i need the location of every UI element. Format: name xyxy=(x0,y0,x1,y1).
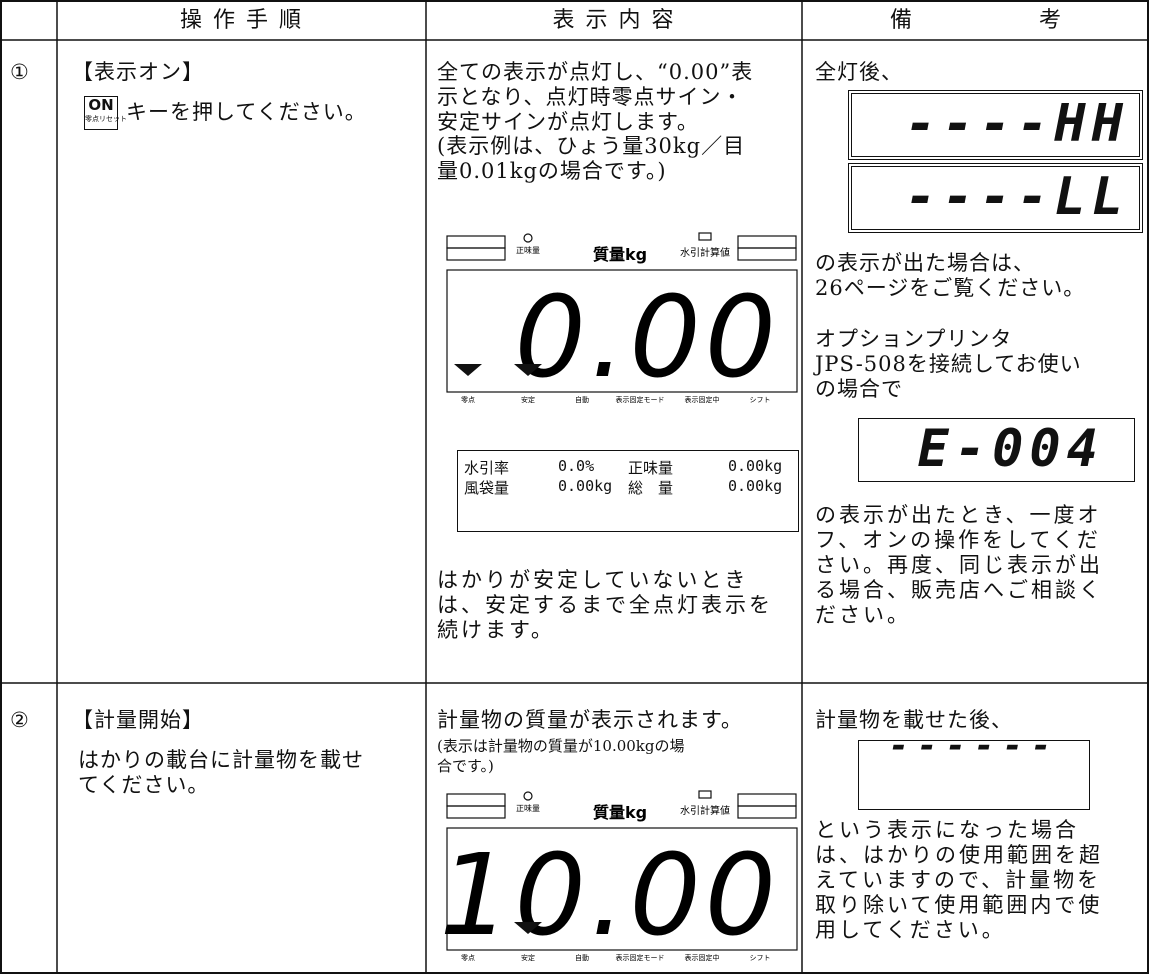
display-text: 示となり、点灯時零点サイン・ xyxy=(437,85,744,109)
remark-text: 用してください。 xyxy=(815,918,1006,942)
indicator xyxy=(523,791,533,801)
remark-text: る場合、販売店へご相談く xyxy=(815,578,1103,602)
display-note: (表示は計量物の質量が10.00kgの場 xyxy=(437,737,685,755)
remark-text: 取り除いて使用範囲内で使 xyxy=(815,893,1103,917)
indicator xyxy=(698,232,712,241)
remark-text: の表示が出たとき、一度オ xyxy=(815,503,1102,527)
step-number: ② xyxy=(10,708,30,732)
printout: 水引率 0.0% 正味量 0.00kg 風袋量 0.00kg 総 量 0.00kg xyxy=(457,450,799,532)
step-number: ① xyxy=(10,60,30,84)
remark-text: オプションプリンタ xyxy=(815,327,1013,351)
panel-label: 表示固定モード xyxy=(616,953,665,962)
display-text: 計量物の質量が表示されます。 xyxy=(437,708,743,732)
panel-label: 安定 xyxy=(521,395,535,404)
remark-text: ださい。 xyxy=(815,603,911,627)
printout-cell: 総 量 xyxy=(628,479,674,497)
remark-text: という表示になった場合 xyxy=(815,818,1079,842)
indicator xyxy=(446,235,506,249)
indicator xyxy=(446,793,506,807)
step-text: キーを押してください。 xyxy=(126,100,367,124)
remark-text: フ、オンの操作をしてくだ xyxy=(815,528,1101,552)
remark-text: の場合で xyxy=(815,377,903,401)
printout-cell: 風袋量 xyxy=(464,479,510,497)
panel-label: 表示固定モード xyxy=(616,395,665,404)
panel-label: 質量kg xyxy=(593,803,647,822)
remark-text: 全灯後、 xyxy=(815,60,903,84)
panel-label: 正味量 xyxy=(516,803,540,813)
indicator xyxy=(737,235,797,249)
panel-label: 水引計算値 xyxy=(680,804,730,817)
remark-text: 26ページをご覧ください。 xyxy=(815,276,1086,300)
panel-label: シフト xyxy=(750,954,771,962)
remark-text: えていますので、計量物を xyxy=(815,868,1102,892)
panel-label: 表示固定中 xyxy=(685,395,720,404)
indicator xyxy=(523,233,533,243)
panel-label: 水引計算値 xyxy=(680,246,730,259)
key-label: ON xyxy=(88,96,114,114)
display-text: は、安定するまで全点灯表示を xyxy=(437,593,773,617)
header-cell: 表 示 内 容 xyxy=(552,8,676,33)
step-text: てください。 xyxy=(78,773,210,797)
printout-cell: 水引率 xyxy=(464,459,510,477)
step-title: 【表示オン】 xyxy=(72,60,204,84)
remark-text: の表示が出た場合は、 xyxy=(815,251,1035,275)
on-key: ON 零点リセット xyxy=(84,96,127,130)
reading: 0.00 xyxy=(515,273,780,403)
key-sublabel: 零点リセット xyxy=(85,115,127,123)
panel-label: 安定 xyxy=(521,953,535,962)
panel-label: 表示固定中 xyxy=(685,953,720,962)
indicator xyxy=(737,793,797,807)
panel-label: 正味量 xyxy=(516,245,540,255)
error-display: ----LL xyxy=(848,163,1143,233)
indicator xyxy=(446,805,506,819)
remark-text: は、はかりの使用範囲を超 xyxy=(815,843,1103,867)
indicator xyxy=(698,790,712,799)
indicator xyxy=(737,805,797,819)
display-note: 合です。) xyxy=(437,757,494,775)
error-display: ----HH xyxy=(848,90,1143,160)
remark-text: さい。再度、同じ表示が出 xyxy=(815,553,1103,577)
panel-label: 自動 xyxy=(575,395,589,404)
remark-text: JPS-508を接続してお使い xyxy=(815,352,1082,376)
sign-triangle xyxy=(514,922,542,934)
display-window xyxy=(446,269,798,393)
printout-cell: 0.00kg xyxy=(728,457,783,475)
display-note: (表示例は、ひょう量30kg／目 xyxy=(437,134,746,158)
error-display: E-004 xyxy=(858,418,1135,482)
step-title: 【計量開始】 xyxy=(72,708,204,732)
step-text: はかりの載台に計量物を載せ xyxy=(78,748,364,772)
printout-cell: 0.0% xyxy=(558,457,595,475)
header-cell: 備 考 xyxy=(890,8,1121,33)
panel-label: 零点 xyxy=(461,954,475,962)
display-text: 安定サインが点灯します。 xyxy=(437,110,699,134)
display-window xyxy=(446,827,798,951)
panel-label: シフト xyxy=(750,396,771,404)
panel-label: 質量kg xyxy=(593,245,647,264)
sign-triangle xyxy=(514,364,542,376)
error-display: ------ xyxy=(858,729,1090,810)
display-text: 全ての表示が点灯し、“0.00”表 xyxy=(437,60,754,84)
display-text: はかりが安定していないとき xyxy=(437,568,749,592)
remark-text: 計量物を載せた後、 xyxy=(815,708,1013,732)
printout-cell: 0.00kg xyxy=(558,477,613,495)
display-note: 量0.01kgの場合です。) xyxy=(437,159,667,183)
sign-triangle xyxy=(454,364,482,376)
header-cell: 操 作 手 順 xyxy=(180,8,303,33)
printout-cell: 0.00kg xyxy=(728,477,783,495)
display-text: 続けます。 xyxy=(437,618,555,642)
panel-label: 零点 xyxy=(461,396,475,404)
printout-cell: 正味量 xyxy=(628,459,674,477)
indicator xyxy=(737,247,797,261)
reading: 10.00 xyxy=(439,831,780,961)
indicator xyxy=(446,247,506,261)
panel-label: 自動 xyxy=(575,953,589,962)
